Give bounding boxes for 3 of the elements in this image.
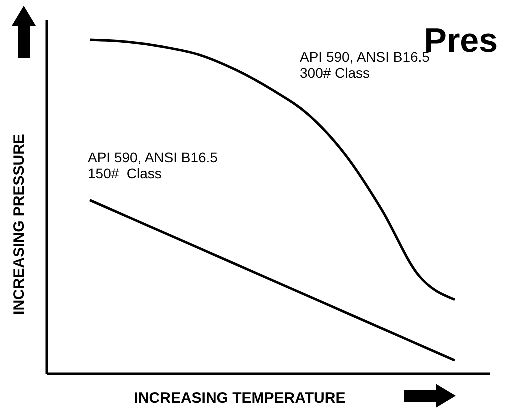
y-axis-title: INCREASING PRESSURE (11, 134, 28, 315)
series-label: API 590, ANSI B16.5 150# Class (88, 149, 218, 182)
x-axis-title: INCREASING TEMPERATURE (134, 390, 346, 407)
